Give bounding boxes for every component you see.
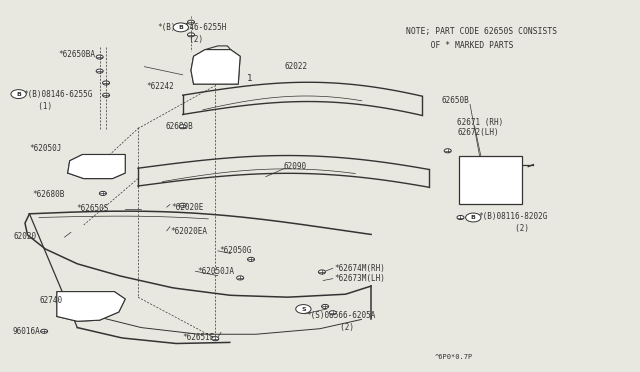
Text: 62020: 62020: [13, 231, 36, 241]
Text: *62651E: *62651E: [182, 333, 215, 342]
Text: 62740: 62740: [39, 296, 62, 305]
Text: *(B)08146-6255H: *(B)08146-6255H: [157, 23, 227, 32]
Circle shape: [212, 337, 219, 341]
Circle shape: [237, 276, 244, 280]
Text: 62090: 62090: [284, 162, 307, 171]
Circle shape: [329, 311, 336, 315]
Text: *62020E: *62020E: [172, 203, 204, 212]
Circle shape: [457, 215, 464, 219]
Circle shape: [96, 55, 103, 59]
Circle shape: [99, 191, 106, 195]
Text: B: B: [16, 92, 21, 97]
Circle shape: [102, 81, 109, 85]
Text: 62650B: 62650B: [442, 96, 469, 105]
Circle shape: [188, 33, 195, 37]
Circle shape: [188, 20, 195, 24]
Circle shape: [321, 304, 328, 308]
Circle shape: [179, 203, 186, 207]
Circle shape: [319, 270, 325, 274]
Circle shape: [102, 93, 109, 97]
Text: (1): (1): [29, 102, 52, 111]
Text: (2): (2): [317, 323, 354, 332]
Text: *62242: *62242: [147, 82, 174, 91]
Text: OF * MARKED PARTS: OF * MARKED PARTS: [416, 41, 513, 51]
Text: *62650BA: *62650BA: [58, 50, 95, 59]
Circle shape: [40, 329, 47, 333]
Text: (2): (2): [179, 35, 203, 44]
Circle shape: [296, 305, 311, 314]
Text: *62020EA: *62020EA: [170, 227, 207, 236]
Polygon shape: [57, 292, 125, 321]
Polygon shape: [68, 154, 125, 179]
Text: *(B)08116-8202G: *(B)08116-8202G: [478, 212, 548, 221]
Bar: [460, 156, 522, 204]
Text: B: B: [179, 25, 183, 30]
Text: 62671 (RH): 62671 (RH): [458, 118, 504, 127]
Text: 62022: 62022: [285, 62, 308, 71]
Text: 96016A: 96016A: [12, 327, 40, 336]
Circle shape: [248, 257, 255, 262]
Circle shape: [179, 125, 186, 129]
Text: *62650S: *62650S: [76, 205, 108, 214]
Text: *62674M(RH): *62674M(RH): [334, 264, 385, 273]
Text: B: B: [471, 215, 476, 220]
Text: S: S: [301, 307, 306, 311]
Text: *62680B: *62680B: [33, 190, 65, 199]
Circle shape: [11, 90, 26, 99]
Circle shape: [444, 149, 451, 153]
Text: *62050G: *62050G: [219, 246, 252, 255]
Text: *62050JA: *62050JA: [197, 267, 234, 276]
Circle shape: [96, 69, 103, 73]
Text: 62680B: 62680B: [166, 122, 193, 131]
Text: *(S)08566-6205A: *(S)08566-6205A: [306, 311, 375, 320]
Circle shape: [466, 213, 481, 222]
Polygon shape: [77, 164, 100, 175]
Text: 1: 1: [247, 74, 253, 83]
Text: ^6P0*0.7P: ^6P0*0.7P: [435, 354, 473, 360]
Text: NOTE; PART CODE 62650S CONSISTS: NOTE; PART CODE 62650S CONSISTS: [406, 26, 557, 36]
Text: (2): (2): [492, 224, 529, 233]
Text: 62672(LH): 62672(LH): [458, 128, 499, 137]
Text: *(B)08146-6255G: *(B)08146-6255G: [23, 90, 92, 99]
Text: *62673M(LH): *62673M(LH): [334, 274, 385, 283]
Text: *62050J: *62050J: [29, 144, 62, 153]
Circle shape: [173, 23, 188, 32]
Polygon shape: [191, 49, 240, 84]
